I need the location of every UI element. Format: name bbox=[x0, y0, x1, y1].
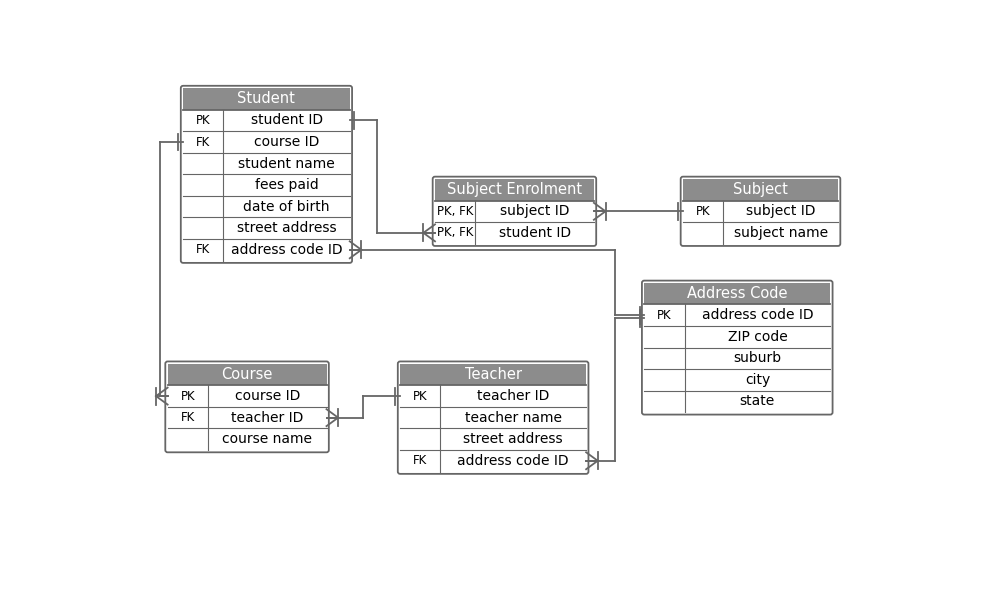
FancyBboxPatch shape bbox=[433, 177, 596, 246]
Text: PK: PK bbox=[196, 114, 211, 127]
Text: suburb: suburb bbox=[733, 352, 781, 365]
Text: street address: street address bbox=[463, 432, 563, 446]
Text: state: state bbox=[740, 394, 775, 409]
Text: PK, FK: PK, FK bbox=[437, 205, 473, 218]
Text: student ID: student ID bbox=[499, 226, 571, 240]
Text: teacher name: teacher name bbox=[465, 411, 562, 425]
Text: course ID: course ID bbox=[235, 389, 300, 403]
FancyBboxPatch shape bbox=[165, 362, 329, 452]
Text: FK: FK bbox=[181, 411, 195, 424]
Text: fees paid: fees paid bbox=[255, 178, 318, 192]
Bar bbox=[683, 179, 838, 200]
Text: course name: course name bbox=[222, 432, 312, 446]
FancyBboxPatch shape bbox=[181, 86, 352, 263]
Bar bbox=[400, 364, 586, 385]
Text: Address Code: Address Code bbox=[687, 286, 788, 301]
Text: address code ID: address code ID bbox=[702, 308, 813, 322]
Bar bbox=[183, 88, 350, 110]
Text: city: city bbox=[745, 373, 770, 387]
Text: student name: student name bbox=[238, 157, 335, 171]
Text: subject name: subject name bbox=[734, 226, 828, 240]
Text: FK: FK bbox=[413, 454, 427, 467]
Text: subject ID: subject ID bbox=[500, 205, 569, 218]
Text: student ID: student ID bbox=[251, 113, 323, 127]
Text: Course: Course bbox=[221, 367, 273, 382]
Text: street address: street address bbox=[237, 221, 336, 235]
Text: subject ID: subject ID bbox=[746, 205, 815, 218]
Text: PK: PK bbox=[657, 309, 672, 322]
Text: Subject: Subject bbox=[733, 182, 788, 197]
FancyBboxPatch shape bbox=[681, 177, 840, 246]
Text: FK: FK bbox=[196, 135, 210, 148]
Text: PK: PK bbox=[180, 390, 195, 403]
Text: date of birth: date of birth bbox=[243, 200, 330, 213]
Text: PK, FK: PK, FK bbox=[437, 227, 473, 240]
Text: teacher ID: teacher ID bbox=[477, 389, 549, 403]
Text: PK: PK bbox=[696, 205, 710, 218]
Text: address code ID: address code ID bbox=[231, 243, 342, 257]
Text: FK: FK bbox=[196, 243, 210, 256]
Bar bbox=[168, 364, 326, 385]
Text: teacher ID: teacher ID bbox=[231, 411, 303, 425]
Text: PK: PK bbox=[413, 390, 428, 403]
Bar bbox=[644, 283, 830, 304]
Text: ZIP code: ZIP code bbox=[728, 330, 787, 344]
Bar bbox=[435, 179, 594, 200]
Text: Student: Student bbox=[238, 91, 295, 106]
FancyBboxPatch shape bbox=[398, 362, 588, 474]
FancyBboxPatch shape bbox=[642, 280, 833, 415]
Text: course ID: course ID bbox=[254, 135, 319, 149]
Text: Subject Enrolment: Subject Enrolment bbox=[447, 182, 582, 197]
Text: address code ID: address code ID bbox=[457, 454, 569, 468]
Text: Teacher: Teacher bbox=[465, 367, 522, 382]
